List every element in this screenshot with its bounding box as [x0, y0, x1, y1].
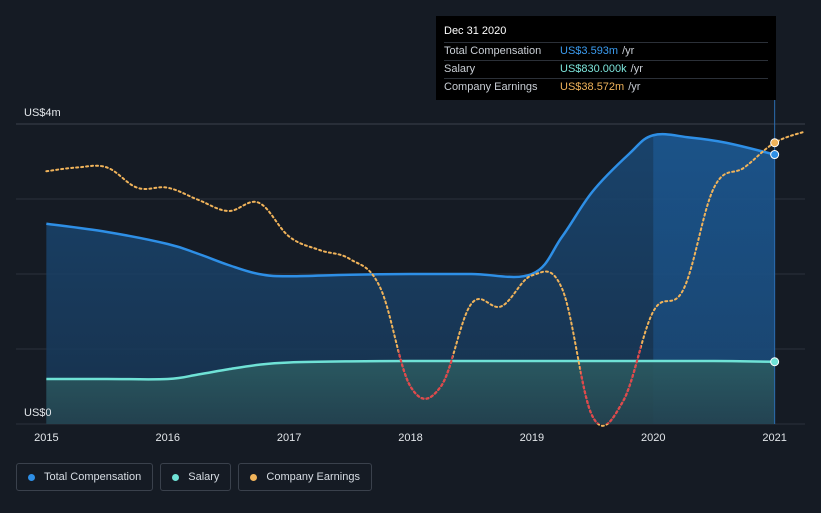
highlight-point	[770, 357, 780, 367]
legend-label: Total Compensation	[44, 471, 142, 483]
highlight-band	[653, 134, 775, 424]
legend-label: Company Earnings	[266, 471, 360, 483]
chart-tooltip: Dec 31 2020 Total Compensation US$3.593m…	[436, 16, 776, 100]
y-tick-label: US$0	[24, 407, 52, 419]
legend-dot-icon	[172, 473, 180, 481]
salary-area	[46, 360, 775, 424]
legend-item-total-compensation[interactable]: Total Compensation	[16, 463, 154, 491]
tooltip-label: Salary	[444, 63, 476, 75]
salary-line	[46, 359, 775, 381]
tooltip-date: Dec 31 2020	[444, 25, 507, 37]
x-tick-label: 2019	[520, 432, 544, 444]
legend-dot-icon	[28, 473, 35, 481]
legend-item-salary[interactable]: Salary	[160, 463, 232, 491]
tooltip-label: Company Earnings	[444, 81, 538, 93]
y-tick-label: US$4m	[24, 107, 61, 119]
tooltip-value: US$38.572m	[560, 81, 625, 93]
tooltip-row-earnings: Company Earnings US$38.572m /yr	[444, 78, 768, 96]
x-tick-label: 2016	[155, 432, 179, 444]
total-compensation-line	[46, 132, 775, 279]
x-tick-label: 2018	[398, 432, 422, 444]
legend-dot-icon	[250, 473, 258, 481]
tooltip-value: US$3.593m	[560, 45, 619, 57]
x-tick-label: 2017	[277, 432, 301, 444]
x-tick-label: 2020	[641, 432, 665, 444]
chart-legend: Total Compensation Salary Company Earnin…	[16, 463, 372, 491]
x-tick-label: 2021	[762, 432, 786, 444]
company-earnings-negative-segment	[398, 346, 453, 400]
tooltip-row-salary: Salary US$830.000k /yr	[444, 60, 768, 78]
tooltip-row-total: Total Compensation US$3.593m /yr	[444, 42, 768, 60]
tooltip-value: US$830.000k	[560, 63, 627, 75]
company-earnings-line	[45, 130, 806, 427]
x-tick-label: 2015	[34, 432, 58, 444]
tooltip-unit: /yr	[630, 63, 643, 75]
tooltip-unit: /yr	[628, 81, 641, 93]
tooltip-label: Total Compensation	[444, 45, 542, 57]
legend-item-company-earnings[interactable]: Company Earnings	[238, 463, 372, 491]
tooltip-unit: /yr	[622, 45, 635, 57]
highlight-point	[770, 138, 780, 148]
legend-label: Salary	[188, 471, 220, 483]
highlight-point	[770, 150, 780, 160]
total-compensation-area	[46, 134, 775, 424]
